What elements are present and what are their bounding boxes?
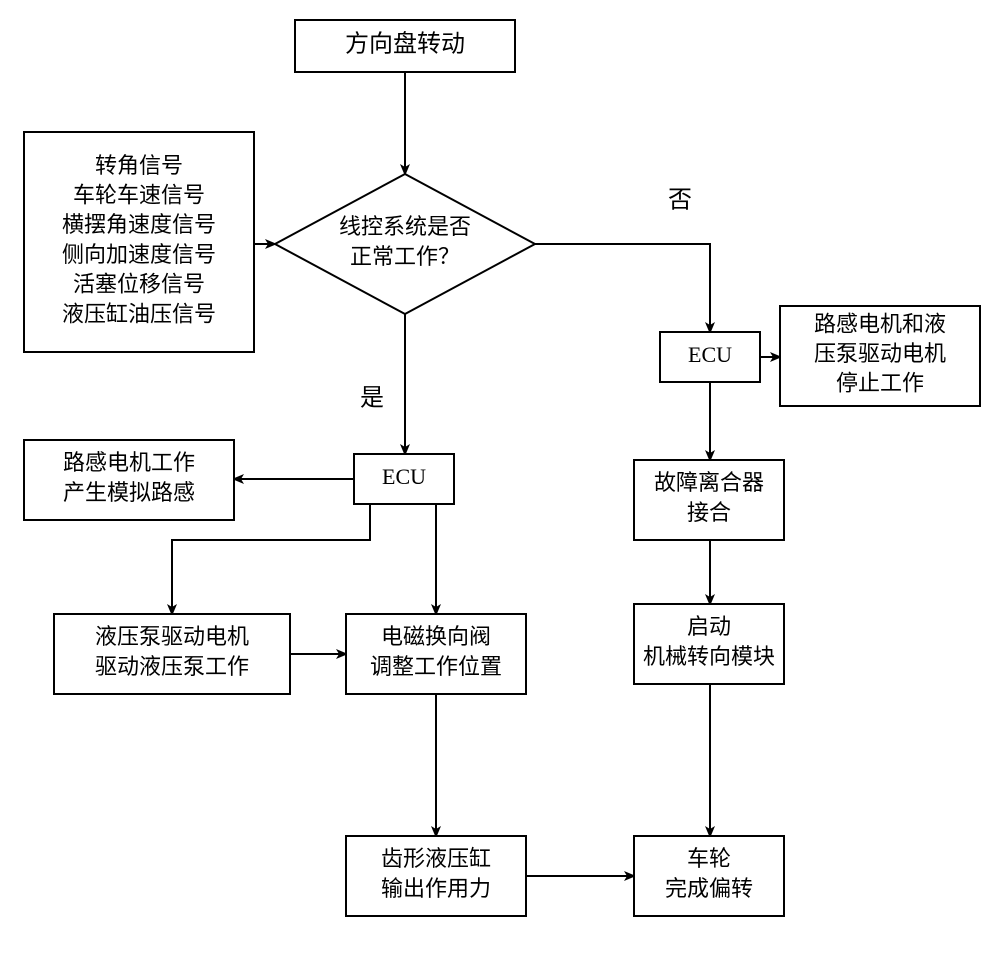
node-cylinder-line-1: 输出作用力 (381, 876, 491, 901)
node-road_feel-line-1: 产生模拟路感 (63, 480, 195, 505)
node-valve: 电磁换向阀调整工作位置 (346, 614, 526, 694)
node-mech_steer-line-0: 启动 (687, 614, 731, 639)
node-stop_motor-line-1: 压泵驱动电机 (814, 341, 946, 366)
node-road_feel-line-0: 路感电机工作 (63, 450, 195, 475)
node-pump_drive: 液压泵驱动电机驱动液压泵工作 (54, 614, 290, 694)
nodes-layer: 方向盘转动转角信号车轮车速信号横摆角速度信号侧向加速度信号活塞位移信号液压缸油压… (24, 20, 980, 916)
node-signals-line-0: 转角信号 (95, 153, 183, 178)
node-ecu_right-line-0: ECU (688, 342, 732, 367)
node-clutch: 故障离合器接合 (634, 460, 784, 540)
node-mech_steer: 启动机械转向模块 (634, 604, 784, 684)
node-start-line-0: 方向盘转动 (345, 31, 465, 58)
flowchart-canvas: 否是 方向盘转动转角信号车轮车速信号横摆角速度信号侧向加速度信号活塞位移信号液压… (0, 0, 1000, 956)
edge-label-decision-ecu_left: 是 (360, 386, 384, 412)
node-pump_drive-line-1: 驱动液压泵工作 (95, 654, 249, 679)
node-road_feel: 路感电机工作产生模拟路感 (24, 440, 234, 520)
node-signals-line-4: 活塞位移信号 (73, 272, 205, 297)
node-mech_steer-line-1: 机械转向模块 (643, 644, 775, 669)
node-signals: 转角信号车轮车速信号横摆角速度信号侧向加速度信号活塞位移信号液压缸油压信号 (24, 132, 254, 352)
node-stop_motor-line-0: 路感电机和液 (814, 311, 946, 336)
node-valve-line-0: 电磁换向阀 (381, 624, 491, 649)
node-signals-line-2: 横摆角速度信号 (62, 212, 216, 237)
node-signals-line-5: 液压缸油压信号 (62, 301, 216, 326)
node-wheel_end-line-0: 车轮 (687, 846, 731, 871)
node-stop_motor-line-2: 停止工作 (836, 371, 924, 396)
edge-label-decision-ecu_right: 否 (668, 188, 692, 214)
node-decision-line-0: 线控系统是否 (339, 214, 471, 239)
node-ecu_right: ECU (660, 332, 760, 382)
node-clutch-line-0: 故障离合器 (654, 470, 764, 495)
edge-decision-ecu_right (535, 244, 710, 332)
node-clutch-line-1: 接合 (687, 500, 731, 525)
node-stop_motor: 路感电机和液压泵驱动电机停止工作 (780, 306, 980, 406)
node-signals-line-1: 车轮车速信号 (73, 182, 205, 207)
node-wheel_end-line-1: 完成偏转 (665, 876, 753, 901)
node-ecu_left-line-0: ECU (382, 464, 426, 489)
node-decision-line-1: 正常工作？ (350, 244, 460, 269)
node-decision: 线控系统是否正常工作？ (275, 174, 535, 314)
node-cylinder: 齿形液压缸输出作用力 (346, 836, 526, 916)
node-valve-line-1: 调整工作位置 (370, 654, 502, 679)
node-signals-line-3: 侧向加速度信号 (62, 242, 216, 267)
node-ecu_left: ECU (354, 454, 454, 504)
node-wheel_end: 车轮完成偏转 (634, 836, 784, 916)
node-start: 方向盘转动 (295, 20, 515, 72)
node-cylinder-line-0: 齿形液压缸 (381, 846, 491, 871)
node-pump_drive-line-0: 液压泵驱动电机 (95, 624, 249, 649)
